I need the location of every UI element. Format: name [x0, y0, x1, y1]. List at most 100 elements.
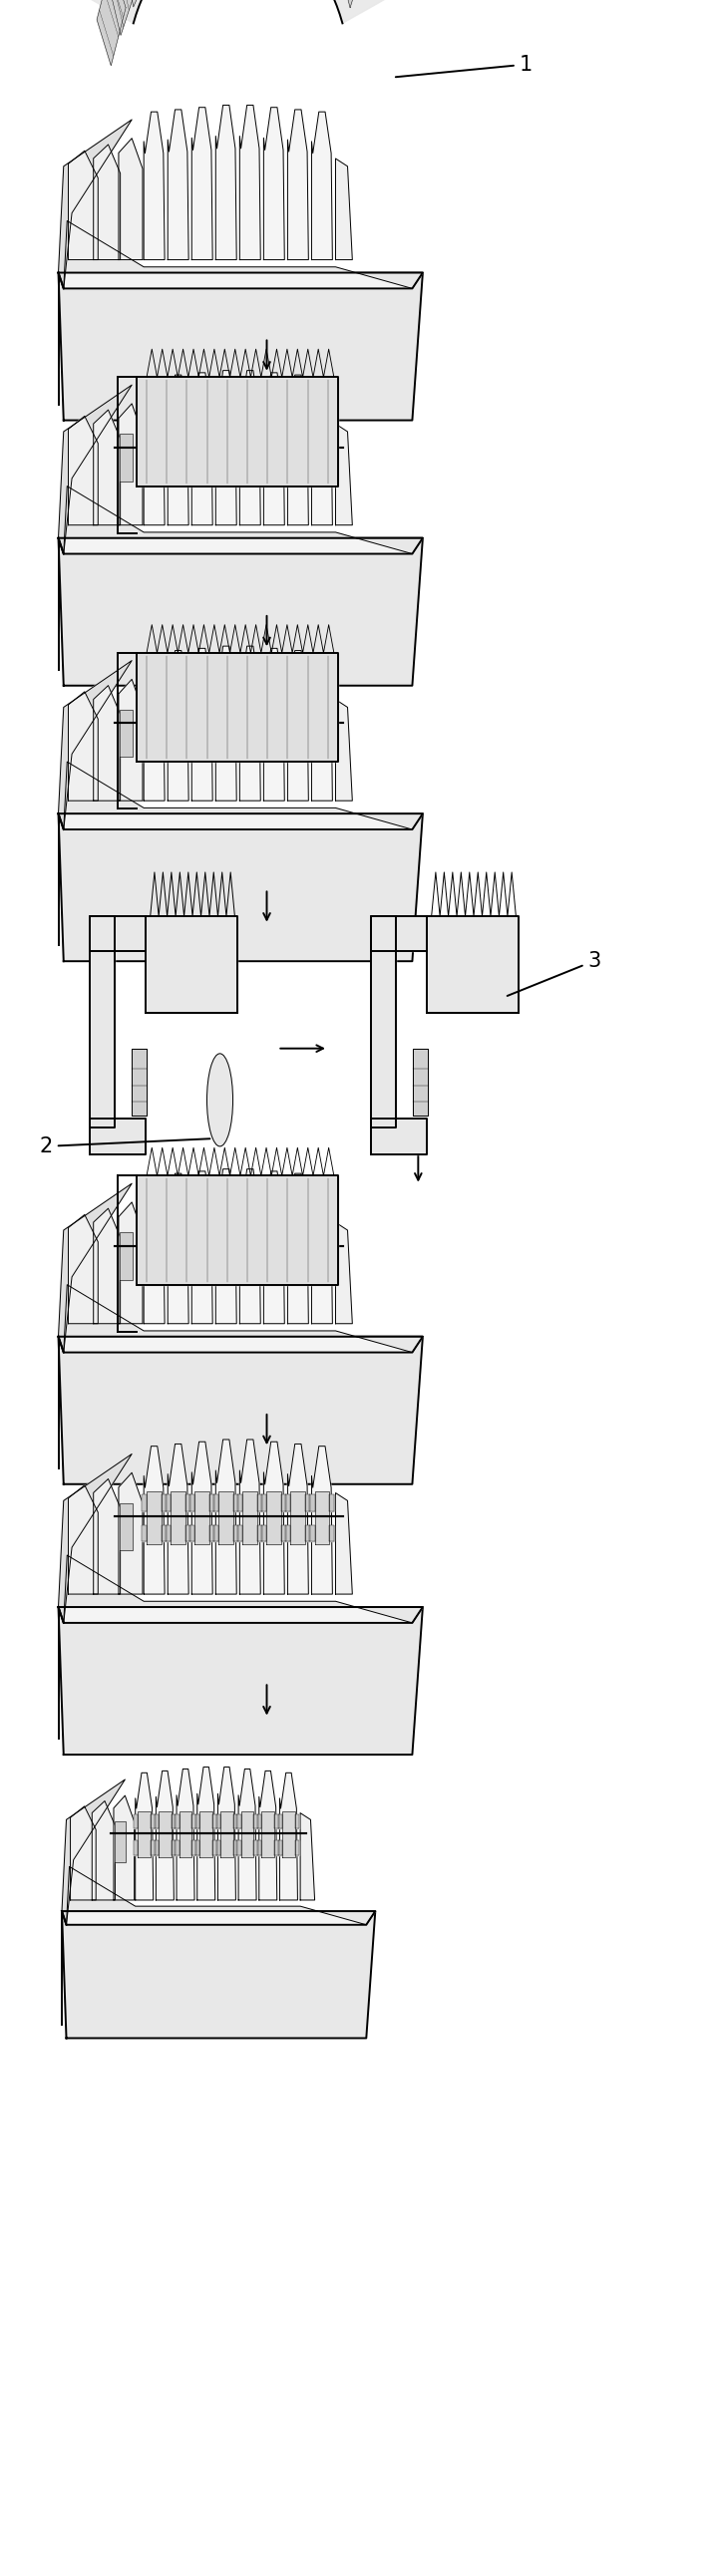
Polygon shape [58, 1453, 132, 1623]
Polygon shape [288, 376, 309, 526]
Polygon shape [281, 1525, 287, 1540]
Polygon shape [329, 701, 335, 719]
Polygon shape [295, 1814, 299, 1829]
Polygon shape [58, 1607, 423, 1623]
Polygon shape [257, 701, 262, 719]
Polygon shape [195, 1492, 210, 1543]
Polygon shape [185, 1494, 191, 1512]
Polygon shape [329, 1525, 335, 1540]
Polygon shape [259, 1770, 277, 1901]
Polygon shape [185, 1525, 191, 1540]
Polygon shape [166, 732, 171, 747]
Polygon shape [141, 1525, 147, 1540]
Polygon shape [243, 1492, 257, 1543]
Polygon shape [335, 160, 353, 260]
Polygon shape [162, 701, 167, 719]
Polygon shape [190, 732, 195, 747]
Polygon shape [237, 1224, 243, 1242]
Polygon shape [210, 456, 215, 471]
Polygon shape [264, 1443, 285, 1595]
Polygon shape [311, 652, 332, 801]
Polygon shape [309, 1494, 314, 1512]
Polygon shape [147, 698, 162, 750]
Polygon shape [413, 1048, 428, 1115]
Polygon shape [267, 1492, 281, 1543]
Circle shape [207, 1054, 233, 1146]
Polygon shape [168, 376, 189, 526]
Polygon shape [146, 917, 237, 1012]
Polygon shape [143, 111, 164, 260]
Polygon shape [141, 1255, 147, 1270]
Polygon shape [162, 1494, 167, 1512]
Polygon shape [309, 456, 314, 471]
Polygon shape [62, 1911, 375, 1924]
Polygon shape [210, 732, 215, 747]
Polygon shape [257, 456, 262, 471]
Polygon shape [143, 1445, 164, 1595]
Polygon shape [275, 1814, 279, 1829]
Polygon shape [267, 1221, 281, 1273]
Polygon shape [147, 422, 162, 474]
Polygon shape [68, 1486, 98, 1595]
Polygon shape [234, 1494, 239, 1512]
Polygon shape [234, 456, 239, 471]
Polygon shape [58, 1337, 423, 1484]
Polygon shape [58, 384, 132, 554]
Polygon shape [335, 0, 364, 8]
Polygon shape [154, 1839, 159, 1855]
Polygon shape [306, 456, 311, 471]
Polygon shape [233, 1839, 237, 1855]
Polygon shape [286, 1494, 291, 1512]
Polygon shape [89, 917, 146, 951]
Polygon shape [213, 1255, 218, 1270]
Polygon shape [309, 732, 314, 747]
Polygon shape [239, 1770, 257, 1901]
Polygon shape [288, 1445, 309, 1595]
Polygon shape [210, 425, 215, 443]
Polygon shape [216, 371, 236, 526]
Polygon shape [288, 111, 309, 260]
Polygon shape [216, 1814, 221, 1829]
Polygon shape [138, 1811, 151, 1857]
Polygon shape [275, 1839, 279, 1855]
Polygon shape [58, 659, 132, 829]
Polygon shape [278, 1839, 283, 1855]
Polygon shape [234, 425, 239, 443]
Polygon shape [286, 425, 291, 443]
Polygon shape [162, 1255, 167, 1270]
Polygon shape [68, 693, 98, 801]
Polygon shape [141, 1494, 147, 1512]
Polygon shape [254, 1839, 258, 1855]
Polygon shape [329, 1255, 335, 1270]
Polygon shape [185, 1224, 191, 1242]
Polygon shape [68, 152, 98, 260]
Text: 2: 2 [40, 1136, 210, 1157]
Polygon shape [147, 1221, 162, 1273]
Polygon shape [291, 422, 306, 474]
Polygon shape [236, 1839, 241, 1855]
Polygon shape [264, 649, 285, 801]
Polygon shape [329, 456, 335, 471]
Polygon shape [218, 1767, 236, 1901]
Polygon shape [171, 422, 185, 474]
Polygon shape [213, 1525, 218, 1540]
Polygon shape [306, 1255, 311, 1270]
Polygon shape [166, 1224, 171, 1242]
Polygon shape [143, 376, 164, 526]
Polygon shape [218, 698, 234, 750]
Polygon shape [309, 1255, 314, 1270]
Polygon shape [306, 425, 311, 443]
Polygon shape [306, 732, 311, 747]
Polygon shape [291, 698, 306, 750]
Text: 3: 3 [508, 951, 601, 997]
Polygon shape [172, 1839, 176, 1855]
Polygon shape [192, 1172, 213, 1324]
Polygon shape [243, 422, 257, 474]
Polygon shape [213, 732, 218, 747]
Polygon shape [262, 1525, 267, 1540]
Polygon shape [58, 1285, 423, 1352]
Polygon shape [71, 1806, 96, 1901]
Polygon shape [185, 732, 191, 747]
Polygon shape [264, 108, 285, 260]
Polygon shape [136, 652, 338, 762]
